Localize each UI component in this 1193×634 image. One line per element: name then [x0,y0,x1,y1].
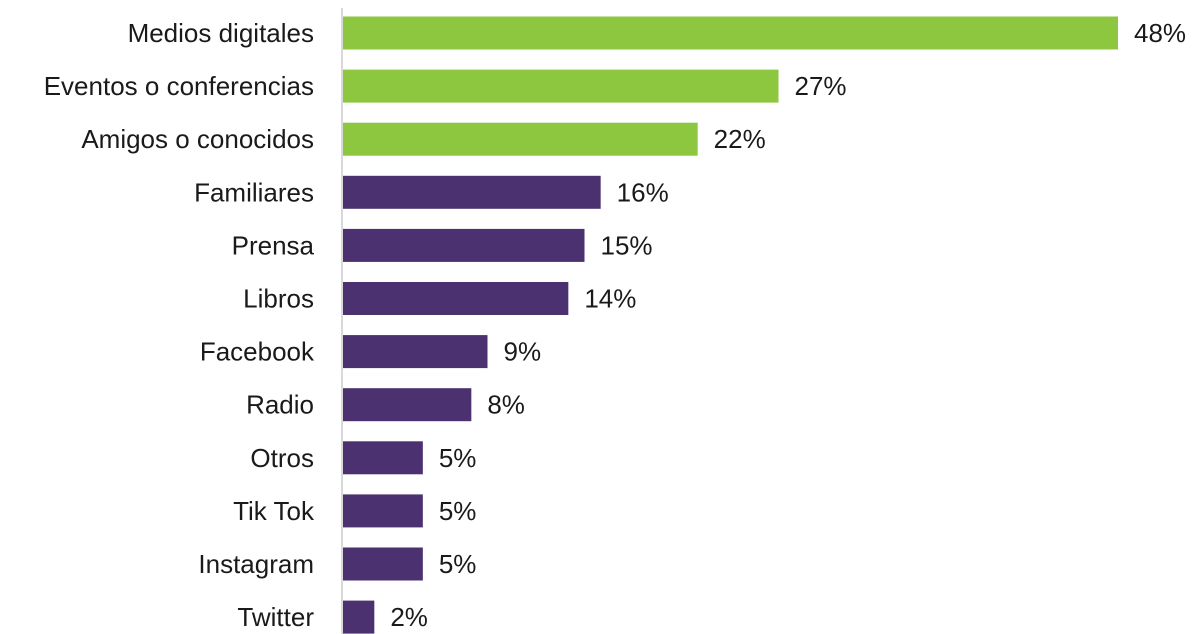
category-label: Prensa [232,230,315,260]
value-label: 5% [439,443,477,473]
bar [342,547,423,581]
category-label: Libros [243,284,314,314]
category-labels-group: Medios digitales Eventos o conferencias Am… [44,18,315,632]
value-label: 48% [1134,18,1186,48]
bar [342,175,601,209]
value-label: 5% [439,549,477,579]
category-label: Medios digitales [128,18,314,48]
value-labels-group: 48% 27% 22% 16% 15% 14% 9% 8% 5% 5% 5% 2% [390,18,1186,632]
category-label: Radio [246,390,314,420]
value-label: 16% [617,177,669,207]
value-label: 2% [390,602,428,632]
bar [342,122,698,156]
bar [342,600,375,634]
value-label: 14% [584,284,636,314]
category-label: Otros [250,443,314,473]
category-label: Amigos o conocidos [81,124,314,154]
category-label: Tik Tok [233,496,315,526]
value-label: 15% [601,230,653,260]
category-label: Eventos o conferencias [44,71,314,101]
value-label: 22% [714,124,766,154]
value-label: 27% [795,71,847,101]
category-label: Instagram [198,549,314,579]
category-label: Facebook [200,337,315,367]
bar [342,16,1118,50]
bars-group [342,16,1118,634]
value-label: 5% [439,496,477,526]
value-label: 8% [487,390,525,420]
bar [342,228,585,262]
bar [342,282,569,315]
category-label: Twitter [237,602,314,632]
category-label: Familiares [194,177,314,207]
bar [342,69,779,103]
bar [342,441,423,475]
bar [342,494,423,528]
bar [342,335,488,369]
bar [342,388,472,422]
value-label: 9% [504,337,542,367]
